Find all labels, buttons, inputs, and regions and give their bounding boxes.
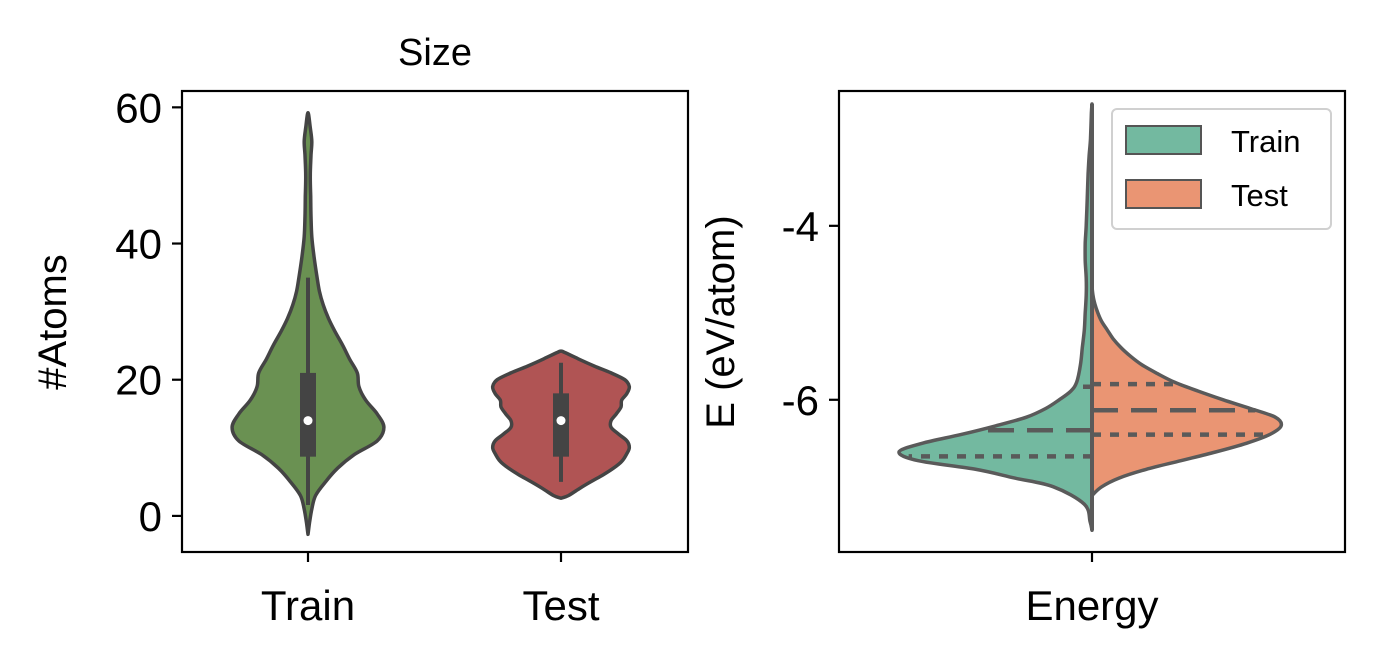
energy-y-axis-label: E (eV/atom) bbox=[699, 215, 743, 428]
energy-violin-chart: -4 -6 Energy E (eV/atom) Train Test bbox=[699, 89, 1347, 629]
energy-x-ticks: Energy bbox=[1025, 552, 1159, 629]
split-violin-half-test bbox=[1090, 284, 1284, 498]
size-chart-title: Size bbox=[398, 32, 472, 74]
size-x-tick-label-test: Test bbox=[522, 582, 599, 629]
energy-x-tick-label-energy: Energy bbox=[1025, 582, 1158, 629]
split-violin-half-train bbox=[897, 102, 1094, 533]
violin-median-test bbox=[556, 416, 566, 426]
legend-label-test: Test bbox=[1231, 178, 1288, 213]
size-y-tick-label: 40 bbox=[115, 221, 162, 268]
energy-violins bbox=[897, 102, 1284, 533]
size-y-tick-label: 0 bbox=[139, 493, 162, 540]
energy-y-tick-label: -6 bbox=[782, 377, 819, 424]
size-y-tick-label: 60 bbox=[115, 84, 162, 131]
size-y-tick-label: 20 bbox=[115, 357, 162, 404]
size-x-tick-label-train: Train bbox=[261, 582, 355, 629]
energy-y-ticks: -4 -6 bbox=[782, 203, 839, 424]
size-y-axis-label: #Atoms bbox=[31, 254, 75, 390]
energy-y-tick-label: -4 bbox=[782, 203, 819, 250]
legend-swatch-train bbox=[1125, 125, 1202, 155]
violin-median-train bbox=[303, 416, 313, 426]
size-violin-chart: 0 20 40 60 Train Test Size #Atoms bbox=[31, 32, 690, 629]
legend-swatch-test bbox=[1125, 179, 1202, 209]
size-x-ticks: Train Test bbox=[261, 552, 600, 629]
energy-legend: Train Test bbox=[1111, 108, 1332, 230]
size-plot-frame bbox=[180, 89, 690, 554]
legend-label-train: Train bbox=[1231, 124, 1300, 159]
violin-iqr-box-train bbox=[300, 372, 316, 457]
size-violins bbox=[230, 111, 632, 537]
size-y-ticks: 0 20 40 60 bbox=[115, 84, 182, 540]
